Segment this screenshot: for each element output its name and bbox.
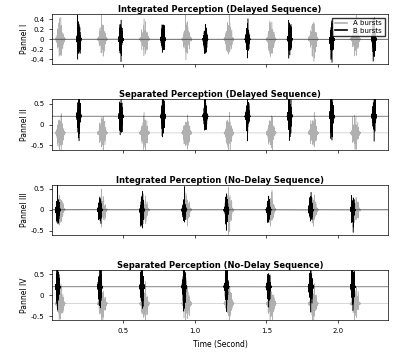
Y-axis label: Pannel III: Pannel III [20, 193, 29, 227]
Title: Separated Perception (Delayed Sequence): Separated Perception (Delayed Sequence) [119, 90, 321, 99]
Y-axis label: Pannel IV: Pannel IV [20, 277, 29, 313]
Legend: A bursts, B bursts: A bursts, B bursts [332, 18, 384, 37]
Y-axis label: Pannel I: Pannel I [20, 24, 29, 54]
Title: Integrated Perception (Delayed Sequence): Integrated Perception (Delayed Sequence) [118, 5, 322, 14]
Title: Separated Perception (No-Delay Sequence): Separated Perception (No-Delay Sequence) [117, 261, 323, 270]
X-axis label: Time (Second): Time (Second) [192, 340, 248, 348]
Y-axis label: Pannel II: Pannel II [20, 108, 29, 141]
Title: Integrated Perception (No-Delay Sequence): Integrated Perception (No-Delay Sequence… [116, 176, 324, 185]
